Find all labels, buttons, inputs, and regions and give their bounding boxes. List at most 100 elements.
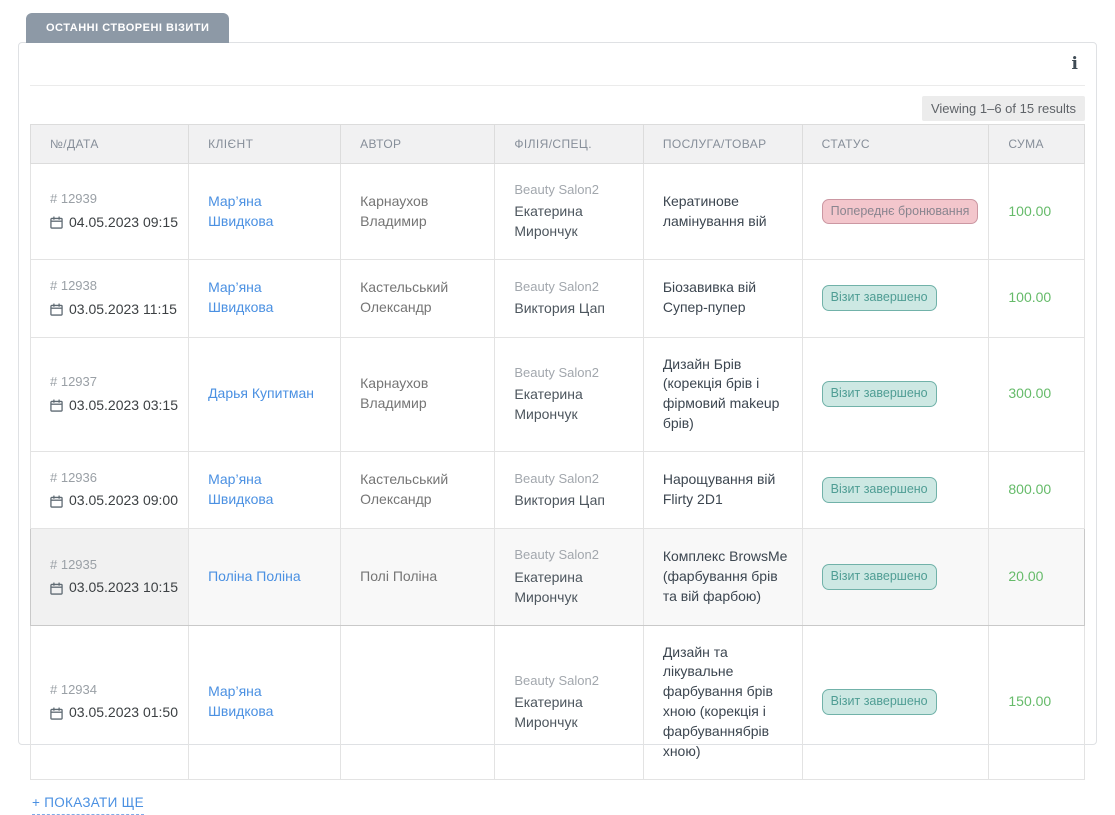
client-link[interactable]: Дарья Купитман xyxy=(208,385,315,402)
client-link[interactable]: Мар’яна Швидкова xyxy=(208,192,274,229)
cell-status: Візит завершено xyxy=(801,624,990,780)
visit-date-text: 03.05.2023 03:15 xyxy=(69,396,178,413)
visit-date: 03.05.2023 03:15 xyxy=(50,396,178,416)
cell-client: Дарья Купитман xyxy=(188,336,342,453)
sum-text: 150.00 xyxy=(1008,693,1052,710)
cell-status: Візит завершено xyxy=(801,259,990,338)
status-badge: Візит завершено xyxy=(821,285,937,312)
cell-author: Кастельський Олександр xyxy=(340,451,496,530)
visit-date-text: 03.05.2023 10:15 xyxy=(69,579,178,596)
client-link[interactable]: Мар’яна Швидкова xyxy=(208,471,274,508)
sum-text: 800.00 xyxy=(1008,481,1052,498)
tab-last-created-visits[interactable]: ОСТАННІ СТВОРЕНІ ВІЗИТИ xyxy=(26,13,230,43)
cell-branch-spec: Beauty Salon2 Екатерина Мирончук xyxy=(494,528,644,626)
cell-branch-spec: Beauty Salon2 Екатерина Мирончук xyxy=(494,624,644,780)
visits-table: №/ДАТА КЛІЄНТ АВТОР ФІЛІЯ/СПЕЦ. ПОСЛУГА/… xyxy=(29,124,1085,780)
branch-text: Beauty Salon2 xyxy=(514,672,599,688)
visit-number: # 12938 xyxy=(50,278,97,294)
cell-status: Візит завершено xyxy=(801,528,990,626)
sum-text: 100.00 xyxy=(1008,289,1052,306)
visit-date: 04.05.2023 09:15 xyxy=(50,213,178,233)
author-text: Карнаухов Владимир xyxy=(360,375,429,412)
table-row: # 12935 03.05.2023 10:15 Поліна Поліна П… xyxy=(29,528,1085,626)
cell-branch-spec: Beauty Salon2 Екатерина Мирончук xyxy=(494,162,644,261)
cell-number-date: # 12936 03.05.2023 09:00 xyxy=(29,451,190,530)
service-text: Дизайн Брів (корекція брів і фірмовий ma… xyxy=(662,355,780,432)
show-more-link[interactable]: + ПОКАЗАТИ ЩЕ xyxy=(32,795,144,815)
cell-service: Нарощування вій Flirty 2D1 xyxy=(642,451,803,530)
cell-client: Мар’яна Швидкова xyxy=(188,259,342,338)
info-icon[interactable]: i xyxy=(1071,53,1078,74)
table-header-row: №/ДАТА КЛІЄНТ АВТОР ФІЛІЯ/СПЕЦ. ПОСЛУГА/… xyxy=(29,124,1085,164)
table-row: # 12936 03.05.2023 09:00 Мар’яна Швидков… xyxy=(29,451,1085,530)
visit-number: # 12939 xyxy=(50,191,97,207)
cell-author: Карнаухов Владимир xyxy=(340,162,496,261)
status-badge: Візит завершено xyxy=(821,564,937,590)
col-header-branch-spec: ФІЛІЯ/СПЕЦ. xyxy=(494,124,644,164)
visit-number: # 12936 xyxy=(50,470,97,486)
author-text: Кастельський Олександр xyxy=(360,471,449,508)
sum-text: 100.00 xyxy=(1008,202,1052,219)
col-header-number-date: №/ДАТА xyxy=(29,124,190,164)
branch-text: Beauty Salon2 xyxy=(514,182,599,197)
col-header-author: АВТОР xyxy=(340,124,496,164)
cell-number-date: # 12938 03.05.2023 11:15 xyxy=(29,259,190,338)
visit-date: 03.05.2023 01:50 xyxy=(50,703,178,723)
author-text: Полі Поліна xyxy=(360,568,438,585)
table-row: # 12934 03.05.2023 01:50 Мар’яна Швидков… xyxy=(29,624,1085,780)
cell-branch-spec: Beauty Salon2 Виктория Цап xyxy=(494,451,644,530)
cell-sum: 800.00 xyxy=(988,451,1085,530)
cell-sum: 100.00 xyxy=(988,259,1085,338)
branch-text: Beauty Salon2 xyxy=(514,470,599,486)
cell-service: Дизайн Брів (корекція брів і фірмовий ma… xyxy=(642,336,803,453)
col-header-client: КЛІЄНТ xyxy=(188,124,342,164)
author-text: Кастельський Олександр xyxy=(360,279,449,316)
table-row: # 12937 03.05.2023 03:15 Дарья Купитман … xyxy=(29,336,1085,453)
branch-text: Beauty Salon2 xyxy=(514,547,599,563)
calendar-icon xyxy=(50,495,63,508)
table-row: # 12938 03.05.2023 11:15 Мар’яна Швидков… xyxy=(29,259,1085,338)
calendar-icon xyxy=(50,582,63,595)
cell-status: Візит завершено xyxy=(801,451,990,530)
cell-number-date: # 12937 03.05.2023 03:15 xyxy=(29,336,190,453)
cell-number-date: # 12939 04.05.2023 09:15 xyxy=(29,162,190,261)
cell-client: Мар’яна Швидкова xyxy=(188,624,342,780)
visit-date-text: 04.05.2023 09:15 xyxy=(69,213,178,230)
service-text: Нарощування вій Flirty 2D1 xyxy=(662,471,776,508)
client-link[interactable]: Мар’яна Швидкова xyxy=(208,279,274,316)
table-body: # 12939 04.05.2023 09:15 Мар’яна Швидков… xyxy=(29,162,1085,780)
service-text: Дизайн та лікувальне фарбування брів хно… xyxy=(662,643,773,759)
client-link[interactable]: Поліна Поліна xyxy=(208,568,301,585)
visit-date: 03.05.2023 10:15 xyxy=(50,578,178,598)
cell-author xyxy=(340,624,496,780)
cell-sum: 20.00 xyxy=(988,528,1085,626)
cell-sum: 300.00 xyxy=(988,336,1085,453)
visit-number: # 12937 xyxy=(50,374,97,390)
author-text: Карнаухов Владимир xyxy=(360,192,429,229)
sum-text: 300.00 xyxy=(1008,385,1052,402)
specialist-text: Екатерина Мирончук xyxy=(514,568,583,605)
specialist-text: Виктория Цап xyxy=(514,491,605,508)
client-link[interactable]: Мар’яна Швидкова xyxy=(208,683,274,720)
branch-text: Beauty Salon2 xyxy=(514,278,599,294)
status-badge: Попереднє бронювання xyxy=(821,198,979,225)
cell-number-date: # 12934 03.05.2023 01:50 xyxy=(29,624,190,780)
cell-client: Мар’яна Швидкова xyxy=(188,451,342,530)
specialist-text: Екатерина Мирончук xyxy=(514,386,583,422)
cell-service: Біозавивка вій Супер-пупер xyxy=(642,259,803,338)
status-badge: Візит завершено xyxy=(821,381,937,408)
service-text: Біозавивка вій Супер-пупер xyxy=(662,279,757,316)
cell-status: Візит завершено xyxy=(801,336,990,453)
specialist-text: Екатерина Мирончук xyxy=(514,694,583,730)
cell-service: Комплекс BrowsMe (фарбування брів та вій… xyxy=(642,528,803,626)
visit-date: 03.05.2023 11:15 xyxy=(50,300,178,320)
table-row: # 12939 04.05.2023 09:15 Мар’яна Швидков… xyxy=(29,162,1085,261)
cell-sum: 150.00 xyxy=(988,624,1085,780)
sum-text: 20.00 xyxy=(1008,568,1044,585)
cell-service: Кератинове ламінування вій xyxy=(642,162,803,261)
visit-date: 03.05.2023 09:00 xyxy=(50,491,178,511)
col-header-sum: СУМА xyxy=(988,124,1085,164)
visit-number: # 12934 xyxy=(50,682,97,698)
cell-sum: 100.00 xyxy=(988,162,1085,261)
visit-number: # 12935 xyxy=(50,556,97,572)
